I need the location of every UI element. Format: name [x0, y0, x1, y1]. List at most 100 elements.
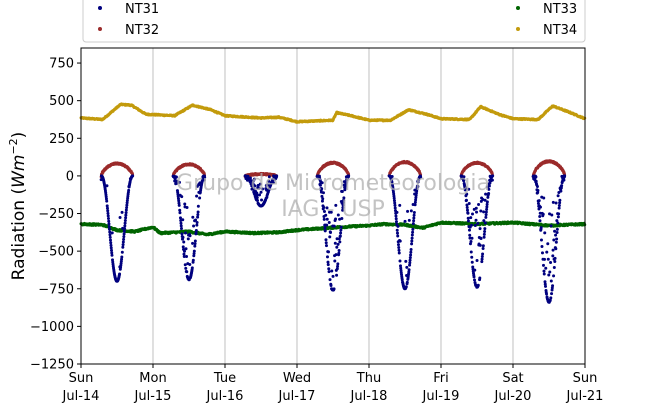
nt31-point: [412, 213, 416, 217]
nt31-point: [562, 178, 566, 182]
nt31-point: [538, 219, 542, 223]
nt31-point: [335, 273, 339, 277]
nt31-point: [177, 203, 181, 207]
nt31-point: [393, 206, 397, 210]
nt31-point: [395, 231, 399, 235]
nt31-point: [179, 227, 183, 231]
nt31-point: [479, 209, 483, 213]
y-tick-label: 500: [49, 94, 74, 109]
nt31-point: [554, 247, 558, 251]
nt31-point: [122, 235, 126, 239]
nt31-point: [120, 255, 124, 259]
nt31-point: [196, 215, 200, 219]
nt31-point: [106, 209, 110, 213]
nt31-point: [480, 255, 484, 259]
nt31-point: [107, 222, 111, 226]
nt31-point: [324, 244, 328, 248]
y-tick-label: −1000: [30, 320, 74, 335]
x-tick-label-date: Jul-17: [278, 389, 316, 404]
nt31-point: [473, 223, 477, 227]
nt31-point: [539, 238, 543, 242]
nt31-point: [469, 223, 473, 227]
nt31-point: [198, 196, 202, 200]
nt31-point: [478, 276, 482, 280]
nt31-point: [563, 174, 567, 178]
nt31-point: [469, 240, 473, 244]
nt31-point: [397, 246, 401, 250]
nt31-point: [556, 194, 560, 198]
nt31-point: [540, 251, 544, 255]
nt31-point: [338, 234, 342, 238]
nt31-point: [412, 216, 416, 220]
nt31-point: [182, 240, 186, 244]
nt31-point: [552, 274, 556, 278]
nt31-point: [467, 201, 471, 205]
nt31-point: [557, 206, 561, 210]
nt31-point: [484, 213, 488, 217]
nt31-point: [188, 234, 192, 238]
nt31-point: [474, 206, 478, 210]
nt31-point: [542, 196, 546, 200]
nt31-point: [480, 257, 484, 261]
x-tick-label-date: Jul-15: [134, 389, 172, 404]
y-tick-label: −750: [38, 282, 74, 297]
nt31-point: [553, 259, 557, 263]
nt31-point: [196, 204, 200, 208]
nt31-point: [331, 274, 335, 278]
nt31-point: [485, 207, 489, 211]
nt31-point: [122, 237, 126, 241]
nt31-point: [398, 239, 402, 243]
nt31-point: [411, 222, 415, 226]
nt31-point: [552, 265, 556, 269]
nt31-point: [549, 296, 553, 300]
nt31-point: [106, 214, 110, 218]
nt31-point: [555, 227, 559, 231]
nt31-point: [541, 212, 545, 216]
nt31-point: [474, 218, 478, 222]
nt31-point: [107, 225, 111, 229]
nt31-point: [410, 239, 414, 243]
nt31-point: [409, 209, 413, 213]
nt31-point: [554, 240, 558, 244]
nt31-point: [326, 263, 330, 267]
nt31-point: [482, 210, 486, 214]
nt31-point: [410, 242, 414, 246]
nt31-point: [188, 262, 192, 266]
nt31-point: [123, 227, 127, 231]
nt31-point: [105, 184, 109, 188]
nt31-point: [108, 238, 112, 242]
nt31-point: [535, 184, 539, 188]
legend-marker-nt31: [98, 6, 102, 10]
nt31-point: [409, 253, 413, 257]
nt31-point: [555, 231, 559, 235]
nt31-point: [485, 200, 489, 204]
nt31-point: [339, 231, 343, 235]
nt31-point: [549, 224, 553, 228]
nt31-point: [407, 268, 411, 272]
data-points: [79, 102, 587, 304]
x-tick-label-date: Jul-18: [350, 389, 388, 404]
nt31-point: [335, 245, 339, 249]
nt31-point: [118, 272, 122, 276]
nt31-point: [193, 244, 197, 248]
nt31-point: [481, 247, 485, 251]
nt31-point: [336, 262, 340, 266]
nt31-point: [544, 284, 548, 288]
nt31-point: [395, 210, 399, 214]
nt31-point: [108, 235, 112, 239]
nt31-point: [325, 255, 329, 259]
nt31-point: [543, 231, 547, 235]
y-tick-label: 250: [49, 132, 74, 147]
nt31-point: [475, 210, 479, 214]
legend: NT31 NT32 NT33 NT34: [82, 0, 586, 43]
nt31-point: [328, 235, 332, 239]
nt31-point: [192, 224, 196, 228]
nt31-point: [336, 242, 340, 246]
nt31-point: [409, 250, 413, 254]
nt31-point: [120, 250, 124, 254]
nt31-point: [194, 228, 198, 232]
nt31-point: [481, 252, 485, 256]
y-axis-label: Radiation (Wm−2): [7, 132, 29, 281]
nt31-point: [408, 258, 412, 262]
nt31-point: [121, 243, 125, 247]
